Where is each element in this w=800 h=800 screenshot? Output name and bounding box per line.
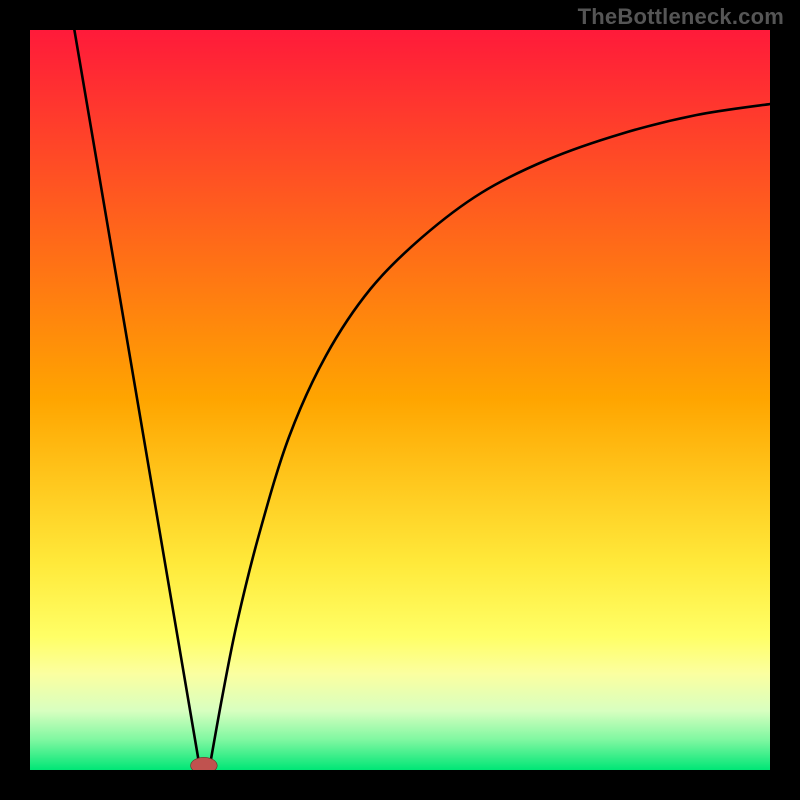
gradient-background — [30, 30, 770, 770]
chart-frame: TheBottleneck.com — [0, 0, 800, 800]
watermark-text: TheBottleneck.com — [578, 4, 784, 30]
plot-area — [30, 30, 770, 770]
plot-svg — [30, 30, 770, 770]
